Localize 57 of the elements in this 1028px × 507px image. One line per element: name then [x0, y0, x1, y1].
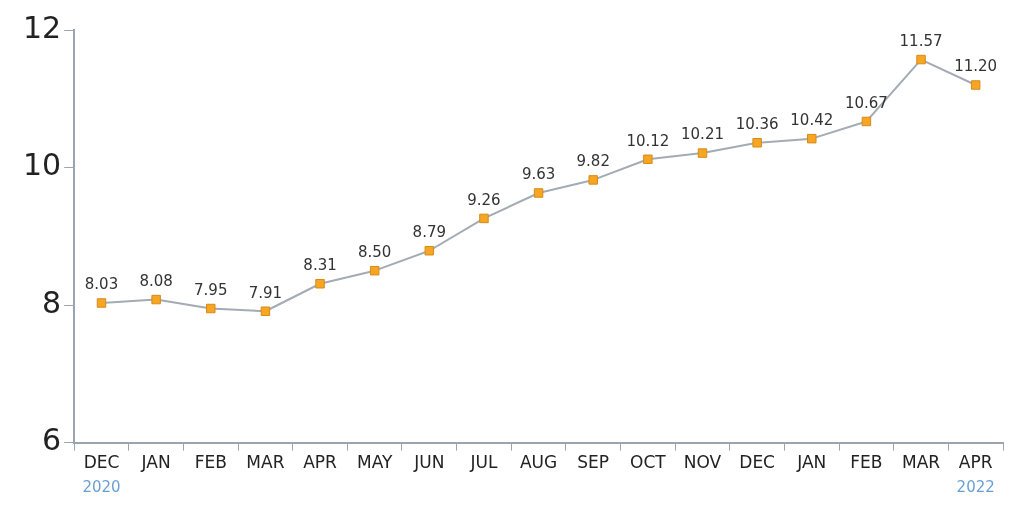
- data-label: 10.36: [735, 115, 779, 134]
- point: [697, 148, 708, 158]
- point: [479, 213, 489, 224]
- x-tick-label: FEB: [850, 452, 883, 473]
- x-tick-label: JAN: [796, 452, 827, 473]
- y-tick-label: 8: [42, 284, 62, 320]
- point: [206, 303, 216, 314]
- y-tick-label: 10: [22, 147, 62, 183]
- x-tick-label: SEP: [577, 452, 610, 473]
- point: [260, 306, 271, 316]
- x-tick-label: APR: [303, 452, 338, 473]
- point: [369, 265, 380, 276]
- point: [643, 154, 653, 165]
- x-tick-label: NOV: [683, 452, 722, 473]
- y-tick-label: 12: [22, 9, 62, 45]
- data-label: 10.12: [626, 131, 670, 150]
- point: [315, 279, 325, 289]
- point: [861, 116, 872, 127]
- x-tick-label: DEC: [739, 452, 775, 473]
- point: [424, 246, 435, 256]
- text: 2022: [956, 478, 995, 497]
- point: [151, 294, 161, 305]
- data-label: 10.42: [790, 111, 834, 130]
- x-tick-label: AUG: [519, 452, 558, 473]
- data-label: 9.26: [467, 190, 501, 209]
- data-label: 8.50: [357, 243, 392, 262]
- x-tick-label: JUN: [413, 452, 445, 473]
- x-tick-label: MAR: [246, 452, 285, 473]
- data-label: 9.63: [521, 165, 556, 184]
- point: [970, 80, 981, 90]
- point: [807, 133, 817, 144]
- x-tick-label: DEC: [83, 452, 120, 473]
- point: [96, 298, 107, 308]
- x-tick-label: MAY: [356, 452, 393, 473]
- x-tick-label: OCT: [630, 452, 667, 473]
- data-label: 8.31: [303, 256, 337, 275]
- text: 2020: [82, 478, 121, 497]
- point: [588, 175, 598, 185]
- data-label: 10.67: [844, 93, 888, 112]
- x-tick-label: APR: [958, 452, 993, 473]
- data-label: 10.21: [681, 125, 724, 144]
- data-label: 11.57: [899, 31, 943, 50]
- data-label: 9.82: [576, 152, 610, 171]
- point: [533, 188, 544, 198]
- x-tick-label: FEB: [194, 452, 227, 473]
- x-tick-label: MAR: [901, 452, 941, 473]
- data-label: 7.91: [248, 283, 283, 302]
- point: [752, 138, 762, 148]
- data-label: 8.79: [412, 223, 447, 242]
- data-label: 8.03: [84, 275, 119, 294]
- point: [916, 54, 926, 65]
- y-tick-label: 6: [42, 422, 62, 458]
- x-tick-label: JAN: [140, 452, 171, 473]
- x-tick-label: JUL: [469, 452, 498, 473]
- data-label: 8.08: [139, 271, 173, 290]
- data-label: 11.20: [954, 57, 998, 76]
- data-label: 7.95: [194, 280, 228, 299]
